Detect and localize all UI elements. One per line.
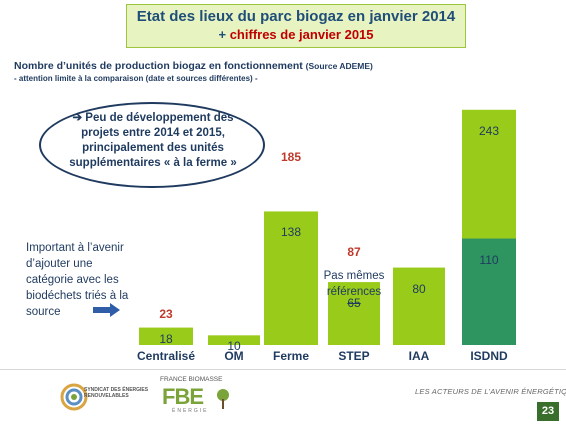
page-number: 23: [537, 402, 559, 421]
callout-text: ➔ Peu de développement des projets entre…: [58, 111, 248, 171]
value-label-iaa: 80: [412, 281, 426, 296]
slide-subtitle: + chiffres de janvier 2015: [127, 27, 465, 42]
bar-ferme: [264, 211, 318, 345]
chart-title-text: Nombre d’unités de production biogaz en …: [14, 60, 303, 72]
bar-isdnd: [462, 238, 516, 345]
category-label-step: STEP: [338, 349, 370, 363]
subtitle-plus: +: [218, 27, 227, 42]
bar-om: [208, 335, 260, 345]
value-label-centralise: 18: [159, 331, 173, 346]
chart-title: Nombre d’unités de production biogaz en …: [14, 60, 373, 72]
footer-tagline: LES ACTEURS DE L’AVENIR ÉNERGÉTIQUE: [415, 387, 566, 396]
footer-divider: [0, 369, 566, 370]
ser-logo-icon: [60, 383, 88, 411]
bar-iaa: [393, 267, 445, 345]
category-label-centralise: Centralisé: [136, 349, 196, 363]
value-label-isdnd: 110: [479, 252, 499, 267]
category-label-isdnd: ISDND: [470, 349, 508, 363]
slide-title: Etat des lieux du parc biogaz en janvier…: [136, 8, 456, 25]
value-2015-label-ferme: 185: [280, 149, 302, 164]
value-2015-label-centralise: 23: [159, 306, 173, 321]
fbe-tree-icon: [217, 389, 229, 409]
subtitle-text: chiffres de janvier 2015: [229, 27, 374, 42]
value-label-ferme: 138: [280, 225, 302, 240]
value-2015-label-step: 87: [347, 244, 361, 259]
fbe-logo-top: FRANCE BIOMASSE: [160, 376, 223, 383]
category-label-ferme: Ferme: [272, 349, 310, 363]
bar-step: [328, 282, 380, 345]
value-label-om: 10: [227, 339, 241, 354]
chart-source: (Source ADEME): [305, 61, 373, 71]
category-label-iaa: IAA: [408, 349, 430, 363]
fbe-logo-bottom: ÉNERGIE: [172, 408, 209, 414]
side-note: Important à l’avenir d’ajouter une catég…: [26, 242, 129, 318]
bar-centralise: [139, 327, 193, 345]
fbe-logo-mark: FBE: [162, 384, 204, 409]
category-label-om: OM: [224, 349, 244, 363]
callout-ellipse: [39, 102, 265, 188]
ser-logo-text: SYNDICAT DES ÉNERGIES RENOUVELABLES: [84, 387, 149, 399]
title-box: Etat des lieux du parc biogaz en janvier…: [126, 4, 466, 48]
callout-body: Peu de développement des projets entre 2…: [69, 112, 237, 169]
callout-arrow-icon: ➔: [72, 112, 83, 124]
step-note: Pas mêmes références: [323, 270, 385, 298]
value-2015-label-isdnd: 243: [478, 123, 500, 138]
side-note-arrow-icon: [93, 303, 120, 317]
chart-caveat: - attention limite à la comparaison (dat…: [14, 74, 258, 83]
bar-isdnd-2015: [462, 109, 516, 239]
value-label-step: 65: [347, 296, 361, 311]
